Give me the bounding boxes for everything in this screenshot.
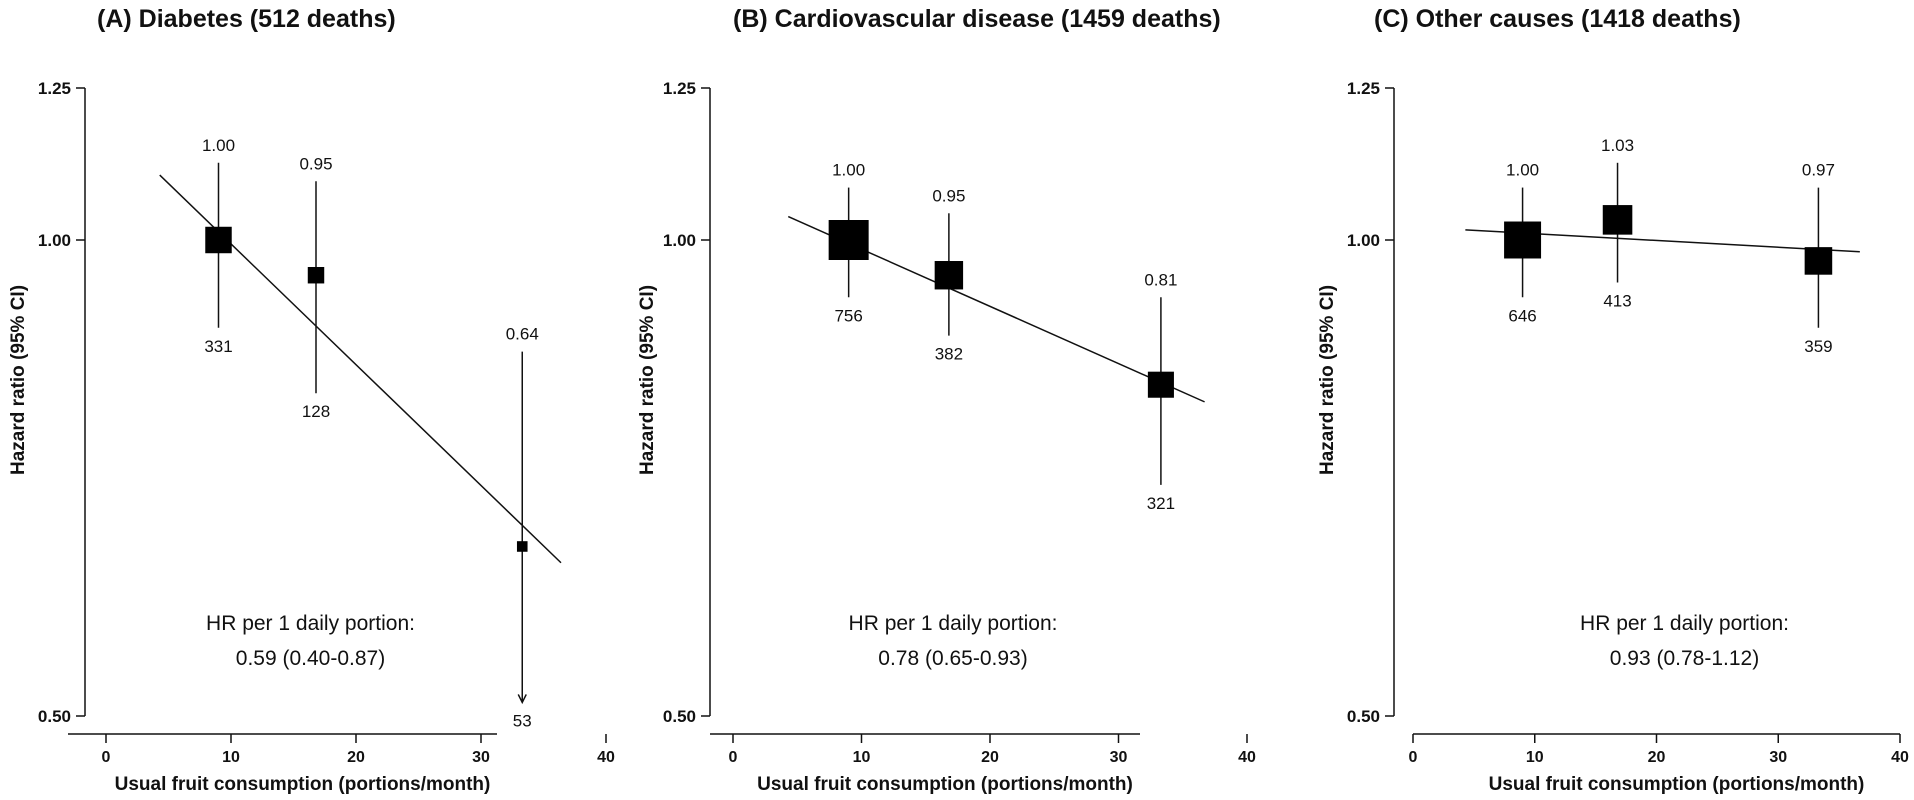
deaths-count-label: 331 xyxy=(204,337,232,356)
panel-title: (A) Diabetes (512 deaths) xyxy=(97,5,396,33)
y-axis-label: Hazard ratio (95% CI) xyxy=(8,285,29,475)
x-tick-label: 0 xyxy=(102,749,111,766)
x-axis-label: Usual fruit consumption (portions/month) xyxy=(1489,774,1865,795)
hr-per-portion-heading: HR per 1 daily portion: xyxy=(206,612,415,635)
y-tick-label: 1.00 xyxy=(38,231,71,250)
panel-2: (B) Cardiovascular disease (1459 deaths)… xyxy=(637,5,1256,795)
deaths-count-label: 321 xyxy=(1147,494,1175,513)
hr-value-label: 1.00 xyxy=(832,161,865,180)
hr-square-marker xyxy=(516,541,528,552)
panel-title: (B) Cardiovascular disease (1459 deaths) xyxy=(733,5,1221,33)
x-axis-label: Usual fruit consumption (portions/month) xyxy=(115,774,491,795)
y-tick-label: 1.25 xyxy=(38,79,71,98)
x-tick-label: 10 xyxy=(222,749,240,766)
deaths-count-label: 359 xyxy=(1804,337,1832,356)
y-tick-label: 0.50 xyxy=(1347,707,1380,726)
y-tick-label: 1.25 xyxy=(1347,79,1380,98)
hr-square-marker xyxy=(1504,221,1542,259)
hr-square-marker xyxy=(205,226,232,254)
hr-value-label: 1.03 xyxy=(1601,136,1634,155)
y-tick-label: 1.25 xyxy=(663,79,696,98)
hr-value-label: 0.64 xyxy=(506,325,539,344)
y-tick-label: 0.50 xyxy=(38,707,71,726)
deaths-count-label: 53 xyxy=(513,711,532,730)
x-tick-label: 40 xyxy=(597,749,615,766)
x-tick-label: 30 xyxy=(472,749,490,766)
panel-1: (A) Diabetes (512 deaths) 1.25 1.00 0.50 Haz… xyxy=(8,5,615,795)
hr-per-portion-heading: HR per 1 daily portion: xyxy=(849,612,1058,635)
hr-value-label: 1.00 xyxy=(1506,161,1539,180)
x-axis-label: Usual fruit consumption (portions/month) xyxy=(757,774,1133,795)
x-tick-label: 0 xyxy=(1409,749,1418,766)
x-tick-label: 20 xyxy=(1648,749,1666,766)
hr-per-portion-value: 0.59 (0.40-0.87) xyxy=(236,647,385,670)
panel-title: (C) Other causes (1418 deaths) xyxy=(1374,5,1741,33)
x-tick-label: 40 xyxy=(1238,749,1256,766)
hr-value-label: 1.00 xyxy=(202,136,235,155)
x-tick-label: 10 xyxy=(1526,749,1544,766)
y-tick-label: 0.50 xyxy=(663,707,696,726)
y-tick-label: 1.00 xyxy=(1347,231,1380,250)
x-tick-label: 40 xyxy=(1891,749,1909,766)
x-tick-label: 30 xyxy=(1110,749,1128,766)
hr-square-marker xyxy=(1602,205,1633,235)
x-tick-label: 0 xyxy=(729,749,738,766)
deaths-count-label: 128 xyxy=(302,402,330,421)
y-axis-label: Hazard ratio (95% CI) xyxy=(1317,285,1338,475)
hr-square-marker xyxy=(1147,371,1174,398)
hr-square-marker xyxy=(934,261,964,290)
x-tick-label: 20 xyxy=(347,749,365,766)
y-tick-label: 1.00 xyxy=(663,231,696,250)
deaths-count-label: 413 xyxy=(1603,291,1631,310)
x-tick-label: 10 xyxy=(853,749,871,766)
hr-per-portion-heading: HR per 1 daily portion: xyxy=(1580,612,1789,635)
hr-square-marker xyxy=(1804,247,1833,275)
deaths-count-label: 756 xyxy=(834,306,862,325)
hr-value-label: 0.95 xyxy=(932,186,965,205)
ci-arrow-head xyxy=(517,694,527,705)
hr-square-marker xyxy=(307,266,325,284)
hr-value-label: 0.97 xyxy=(1802,161,1835,180)
x-tick-label: 20 xyxy=(981,749,999,766)
deaths-count-label: 382 xyxy=(935,345,963,364)
deaths-count-label: 646 xyxy=(1508,306,1536,325)
hr-value-label: 0.95 xyxy=(299,154,332,173)
x-tick-label: 30 xyxy=(1769,749,1787,766)
hr-square-marker xyxy=(828,220,869,260)
y-axis-label: Hazard ratio (95% CI) xyxy=(637,285,658,475)
hr-value-label: 0.81 xyxy=(1144,270,1177,289)
hr-per-portion-value: 0.78 (0.65-0.93) xyxy=(878,647,1027,670)
panel-3: (C) Other causes (1418 deaths) 1.25 1.00 0.… xyxy=(1317,5,1909,795)
hr-per-portion-value: 0.93 (0.78-1.12) xyxy=(1610,647,1759,670)
